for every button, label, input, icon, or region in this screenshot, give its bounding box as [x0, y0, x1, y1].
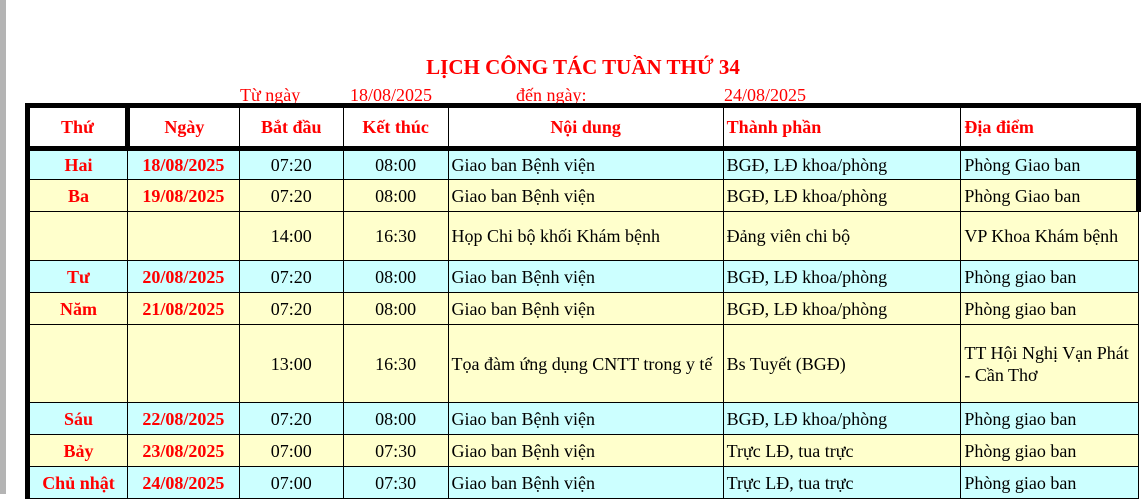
from-date: 18/08/2025 — [350, 85, 433, 105]
date-cell: 23/08/2025 — [126, 434, 240, 467]
table-row: Năm 21/08/2025 07:20 08:00 Giao ban Bệnh việ… — [25, 292, 1139, 325]
header-row: Thứ Ngày Bắt đầu Kết thúc Nội dung Thành… — [25, 103, 1141, 151]
header-dia-diem: Địa điểm — [960, 103, 1141, 151]
date-cell — [126, 324, 240, 403]
place-cell: Phòng Giao ban — [960, 148, 1141, 180]
place-cell: Phòng giao ban — [960, 260, 1139, 293]
members-cell: BGĐ, LĐ khoa/phòng — [722, 402, 962, 435]
end-time-cell: 16:30 — [342, 211, 449, 261]
header-noi-dung: Nội dung — [447, 103, 724, 151]
members-cell: Bs Tuyết (BGĐ) — [722, 324, 962, 403]
members-cell: Trực LĐ, tua trực — [722, 434, 962, 467]
start-time-cell: 07:20 — [238, 292, 344, 325]
place-cell: VP Khoa Khám bệnh — [960, 211, 1139, 261]
content-cell: Tọa đàm ứng dụng CNTT trong y tế — [447, 324, 724, 403]
place-cell: Phòng giao ban — [960, 292, 1139, 325]
end-time-cell: 07:30 — [342, 434, 449, 467]
day-cell: Sáu — [25, 402, 128, 435]
date-cell: 22/08/2025 — [126, 402, 240, 435]
place-cell: Phòng giao ban — [960, 434, 1139, 467]
from-label: Từ ngày — [240, 85, 301, 105]
day-cell: Ba — [25, 179, 128, 212]
page-title: LỊCH CÔNG TÁC TUẦN THỨ 34 — [426, 55, 740, 79]
start-time-cell: 07:20 — [238, 402, 344, 435]
start-time-cell: 07:20 — [238, 260, 344, 293]
day-cell: Năm — [25, 292, 128, 325]
table-row: Hai 18/08/2025 07:20 08:00 Giao ban Bệnh việ… — [25, 148, 1141, 180]
end-time-cell: 08:00 — [342, 148, 449, 180]
place-cell: Phòng giao ban — [960, 402, 1139, 435]
start-time-cell: 07:20 — [238, 148, 344, 180]
day-cell — [25, 324, 128, 403]
date-cell: 19/08/2025 — [126, 179, 240, 212]
content-cell: Họp Chi bộ khối Khám bệnh — [447, 211, 724, 261]
table-row: Sáu 22/08/2025 07:20 08:00 Giao ban Bệnh việ… — [25, 402, 1139, 435]
place-cell: TT Hội Nghị Vạn Phát - Cần Thơ — [960, 324, 1139, 403]
table-row: 13:00 16:30 Tọa đàm ứng dụng CNTT trong y … — [25, 324, 1139, 403]
header-bat-dau: Bắt đầu — [238, 103, 344, 151]
members-cell: BGĐ, LĐ khoa/phòng — [722, 179, 962, 212]
members-cell: Đảng viên chi bộ — [722, 211, 962, 261]
header-ngay: Ngày — [126, 103, 240, 151]
end-time-cell: 08:00 — [342, 402, 449, 435]
to-label: đến ngày: — [516, 85, 587, 105]
window-edge — [0, 0, 6, 494]
end-time-cell: 08:00 — [342, 292, 449, 325]
end-time-cell: 16:30 — [342, 324, 449, 403]
end-time-cell: 08:00 — [342, 260, 449, 293]
day-cell: Hai — [25, 148, 128, 180]
start-time-cell: 14:00 — [238, 211, 344, 261]
content-cell: Giao ban Bệnh viện — [447, 434, 724, 467]
header-thanh-phan: Thành phần — [722, 103, 962, 151]
content-cell: Giao ban Bệnh viện — [447, 260, 724, 293]
header-ket-thuc: Kết thúc — [342, 103, 449, 151]
start-time-cell: 07:00 — [238, 434, 344, 467]
members-cell: BGĐ, LĐ khoa/phòng — [722, 260, 962, 293]
date-cell — [126, 211, 240, 261]
day-cell: Tư — [25, 260, 128, 293]
header-thu: Thứ — [25, 103, 130, 151]
start-time-cell: 13:00 — [238, 324, 344, 403]
content-cell: Giao ban Bệnh viện — [447, 292, 724, 325]
start-time-cell: 07:20 — [238, 179, 344, 212]
table-row: Chủ nhật 24/08/2025 07:00 07:30 Giao ban Bện… — [25, 466, 1139, 499]
members-cell: BGĐ, LĐ khoa/phòng — [722, 148, 962, 180]
end-time-cell: 08:00 — [342, 179, 449, 212]
table-row: Ba 19/08/2025 07:20 08:00 Giao ban Bệnh viện… — [25, 179, 1141, 212]
content-cell: Giao ban Bệnh viện — [447, 402, 724, 435]
content-cell: Giao ban Bệnh viện — [447, 179, 724, 212]
day-cell — [25, 211, 128, 261]
members-cell: BGĐ, LĐ khoa/phòng — [722, 292, 962, 325]
table-row: Tư 20/08/2025 07:20 08:00 Giao ban Bệnh viện… — [25, 260, 1139, 293]
to-date: 24/08/2025 — [724, 85, 807, 105]
place-cell: Phòng Giao ban — [960, 179, 1141, 212]
date-cell: 21/08/2025 — [126, 292, 240, 325]
schedule-table: Thứ Ngày Bắt đầu Kết thúc Nội dung Thành… — [25, 103, 1141, 499]
table-row: 14:00 16:30 Họp Chi bộ khối Khám bệnh Đảng … — [25, 211, 1139, 261]
table-row: Bảy 23/08/2025 07:00 07:30 Giao ban Bệnh việ… — [25, 434, 1139, 467]
content-cell: Giao ban Bệnh viện — [447, 148, 724, 180]
day-cell: Bảy — [25, 434, 128, 467]
date-cell: 20/08/2025 — [126, 260, 240, 293]
date-cell: 18/08/2025 — [126, 148, 240, 180]
